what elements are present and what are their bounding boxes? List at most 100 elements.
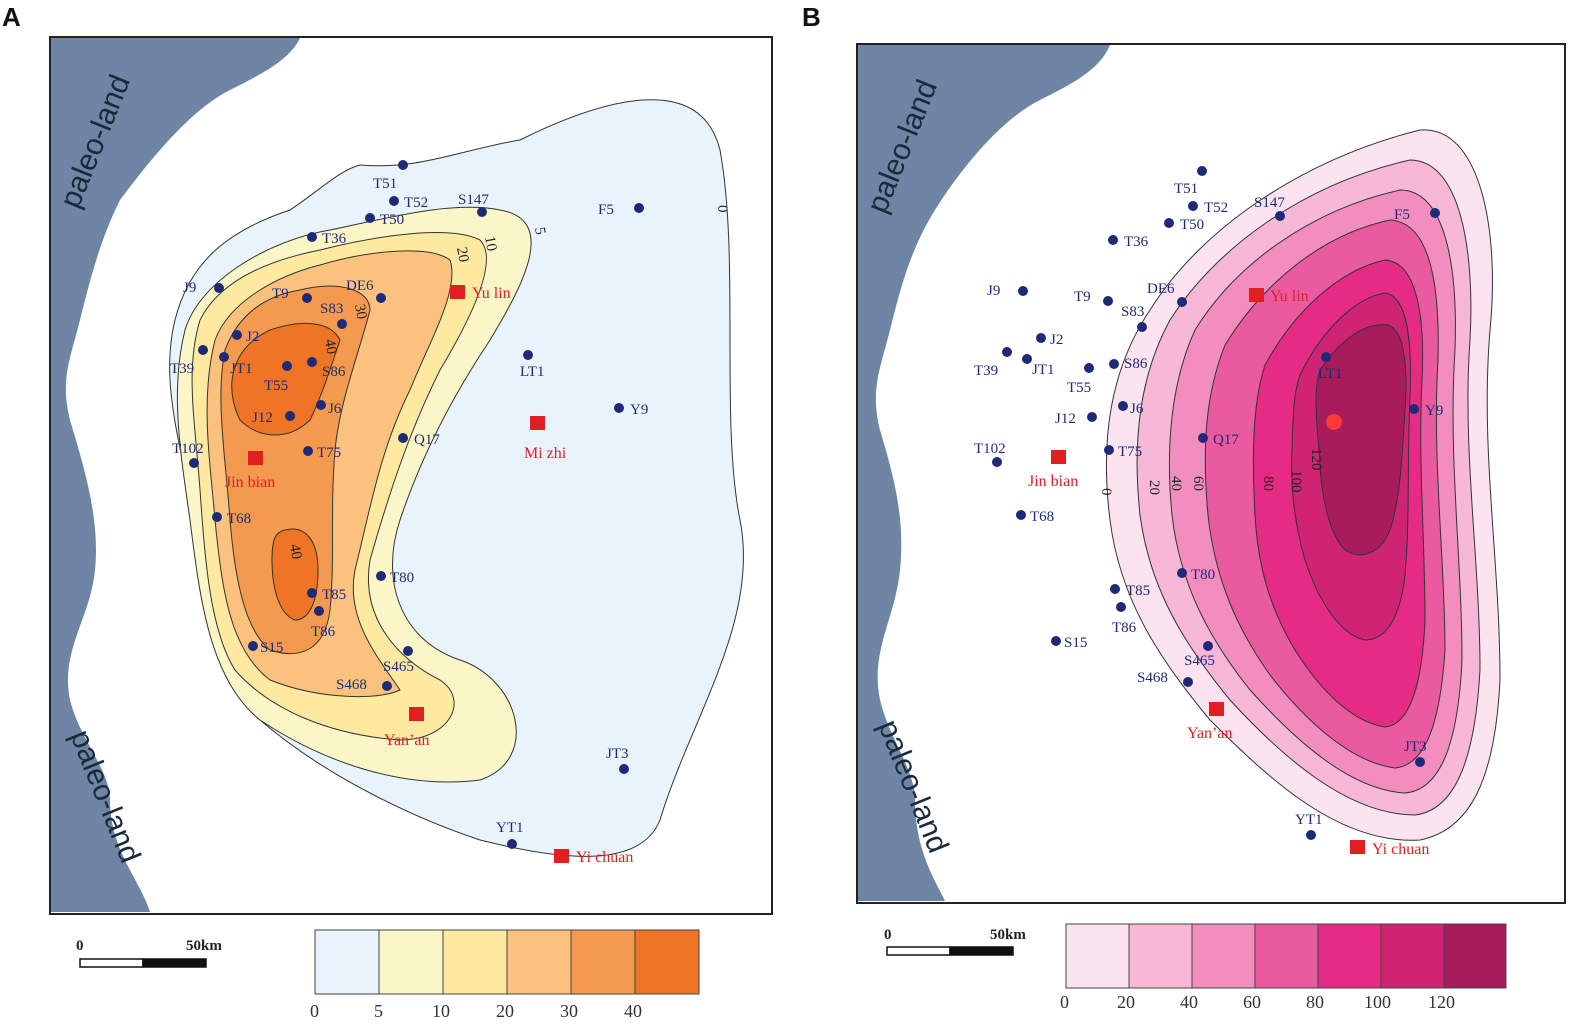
city-label: Jin bian: [1028, 473, 1078, 490]
well-dot: [1164, 218, 1174, 228]
well-dot: [1022, 354, 1032, 364]
scale-zero: 0: [76, 938, 84, 954]
scale-bar-black: [949, 946, 1014, 956]
map-panel-a: 0 5 10 20 30 40 40 paleo-land paleo-land…: [49, 36, 773, 1021]
contour-label: 5: [531, 226, 548, 236]
contour-label: 60: [1190, 476, 1206, 491]
well-label: S147: [458, 192, 489, 208]
well-label: J6: [328, 401, 342, 417]
well-label: S86: [1124, 356, 1148, 372]
legend-tick: 100: [1364, 992, 1391, 1012]
legend-tick: 0: [1060, 992, 1069, 1012]
well-dot: [1177, 297, 1187, 307]
well-label: J2: [246, 329, 259, 345]
well-dot: [1087, 412, 1097, 422]
legend-tick: 40: [1180, 992, 1198, 1012]
legend-tick: 5: [374, 1001, 383, 1021]
well-dot: [1321, 352, 1331, 362]
city-marker: [248, 451, 263, 465]
well-dot: [1110, 584, 1120, 594]
well-dot: [307, 357, 317, 367]
scale-bar-white: [886, 946, 951, 956]
well-dot: [212, 512, 222, 522]
well-dot: [1084, 363, 1094, 373]
panel-a-label: A: [2, 2, 21, 32]
city-marker: [1326, 414, 1342, 430]
legend-tick: 20: [1117, 992, 1135, 1012]
city-marker: [409, 707, 424, 721]
well-dot: [1016, 510, 1026, 520]
contour-label: 40: [1168, 476, 1184, 491]
well-label: S468: [336, 677, 367, 693]
well-label: T102: [974, 441, 1006, 457]
well-dot: [1198, 433, 1208, 443]
well-label: T51: [1174, 181, 1198, 197]
well-dot: [1275, 211, 1285, 221]
well-label: YT1: [1295, 812, 1323, 828]
panel-b-label: B: [802, 2, 821, 32]
legend-swatch: [506, 929, 572, 995]
well-label: T50: [1180, 217, 1204, 233]
well-label: Q17: [1213, 432, 1239, 448]
well-dot: [316, 400, 326, 410]
well-label: T55: [1067, 380, 1091, 396]
well-dot: [198, 345, 208, 355]
city-label: Yi chuan: [1372, 841, 1429, 858]
well-dot: [389, 196, 399, 206]
well-dot: [1183, 677, 1193, 687]
legend-tick: 0: [310, 1001, 319, 1021]
well-label: S15: [260, 640, 283, 656]
city-marker: [1209, 702, 1224, 716]
legend-tick: 60: [1243, 992, 1261, 1012]
well-label: F5: [1394, 207, 1410, 223]
well-label: S147: [1254, 195, 1285, 211]
well-label: LT1: [1318, 366, 1342, 382]
contour-label: 40: [321, 338, 339, 356]
legend-swatch: [442, 929, 508, 995]
legend-tick: 80: [1306, 992, 1324, 1012]
well-label: T86: [1112, 620, 1137, 636]
well-dot: [1430, 208, 1440, 218]
well-label: T102: [172, 441, 204, 457]
well-dot: [1051, 636, 1061, 646]
legend-swatch: [570, 929, 636, 995]
well-label: S468: [1137, 670, 1168, 686]
well-dot: [614, 403, 624, 413]
contour-label: 30: [351, 303, 369, 321]
well-label: YT1: [496, 820, 524, 836]
contour-40-north: [231, 322, 341, 436]
well-dot: [619, 764, 629, 774]
map-panel-b: 0 20 40 60 80 100 120 paleo-land paleo-l…: [856, 43, 1566, 1012]
scale-bar-b: 0 50km: [884, 927, 1026, 956]
well-label: T52: [404, 195, 428, 211]
well-dot: [282, 361, 292, 371]
well-label: T85: [1126, 583, 1150, 599]
well-dot: [507, 839, 517, 849]
scale-distance: 50km: [186, 938, 222, 954]
well-label: T51: [373, 176, 397, 192]
well-label: S83: [1121, 304, 1144, 320]
city-marker: [1051, 450, 1066, 464]
well-dot: [382, 681, 392, 691]
well-dot: [189, 458, 199, 468]
well-dot: [992, 457, 1002, 467]
city-label: Jin bian: [225, 474, 275, 491]
legend-b: 0 20 40 60 80 100 120: [1060, 923, 1507, 1012]
wells-a: T51 T52 T50 S147 F5 T36 J9 T9 DE6 S83 J2…: [170, 160, 648, 849]
paleo-land-area: [858, 45, 1110, 901]
contour-label: 0: [714, 205, 730, 213]
well-label: J2: [1050, 332, 1063, 348]
scale-distance: 50km: [990, 927, 1026, 943]
city-marker: [450, 285, 465, 299]
well-dot: [398, 160, 408, 170]
well-dot: [1137, 322, 1147, 332]
well-label: LT1: [520, 364, 544, 380]
legend-swatch: [634, 929, 700, 995]
scale-bar-black: [142, 958, 207, 968]
well-label: T86: [311, 624, 336, 640]
well-label: T39: [974, 363, 998, 379]
legend-tick: 20: [496, 1001, 514, 1021]
well-dot: [398, 433, 408, 443]
well-dot: [219, 352, 229, 362]
city-marker: [1350, 840, 1365, 854]
